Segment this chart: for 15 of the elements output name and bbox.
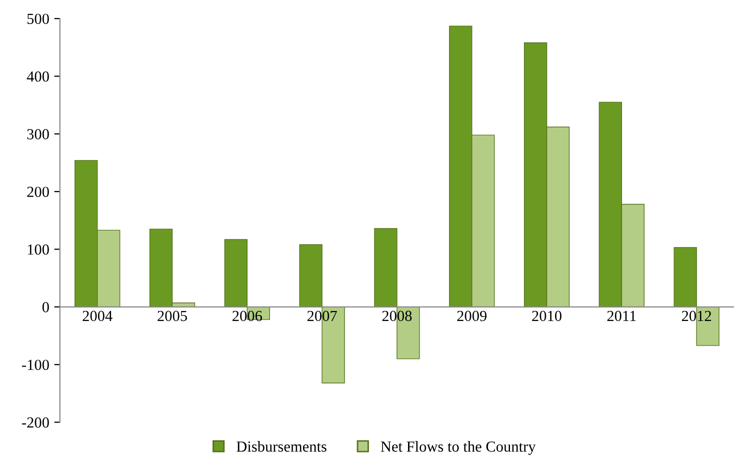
y-tick-label: 500 <box>27 14 49 24</box>
y-tick-label: -100 <box>22 360 49 370</box>
x-tick-label: 2011 <box>607 310 636 322</box>
y-tick-label: 400 <box>26 71 49 82</box>
y-tick-label: 200 <box>27 186 49 198</box>
x-tick-label: 2009 <box>457 310 487 322</box>
y-tick-label: -200 <box>22 417 49 428</box>
x-tick-label: 2005 <box>158 310 187 322</box>
y-tick-label: 300 <box>27 129 49 140</box>
x-tick-label: 2004 <box>82 310 112 322</box>
legend-label: Net Flows to the Country <box>380 440 536 455</box>
x-tick-label: 2010 <box>532 310 562 322</box>
y-tick-label: 100 <box>28 244 49 255</box>
legend-label: Disbursements <box>236 440 326 452</box>
y-tick-label: 0 <box>42 302 49 312</box>
